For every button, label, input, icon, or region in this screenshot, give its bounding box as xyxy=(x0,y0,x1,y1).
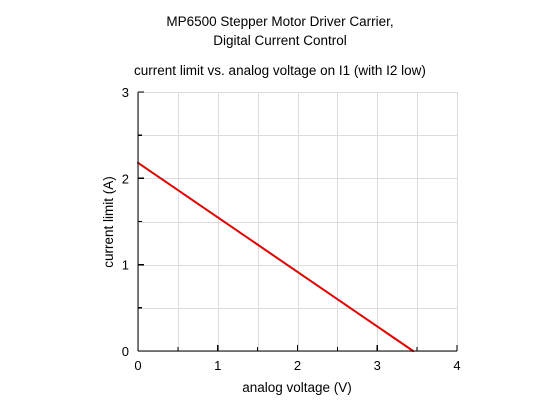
chart-title: MP6500 Stepper Motor Driver Carrier, xyxy=(166,14,393,29)
y-tick-label: 0 xyxy=(122,344,129,359)
chart-subtitle: current limit vs. analog voltage on I1 (… xyxy=(134,63,426,78)
x-tick-label: 4 xyxy=(453,358,460,373)
series-group xyxy=(137,161,415,352)
y-tick-label: 3 xyxy=(122,85,129,100)
chart-title-line2: Digital Current Control xyxy=(213,33,347,48)
x-tick-label: 0 xyxy=(134,358,141,373)
axes xyxy=(137,92,457,352)
y-axis-label: current limit (A) xyxy=(101,176,116,268)
tick-labels: 0 1 2 3 4 0 1 2 3 xyxy=(122,85,461,373)
x-tick-label: 1 xyxy=(214,358,221,373)
ticks xyxy=(137,91,458,352)
x-tick-label: 3 xyxy=(374,358,381,373)
x-tick-label: 2 xyxy=(294,358,301,373)
y-tick-label: 2 xyxy=(122,171,129,186)
x-axis-label: analog voltage (V) xyxy=(242,380,352,395)
y-tick-label: 1 xyxy=(122,258,129,273)
grid xyxy=(138,92,458,352)
series-line xyxy=(137,161,415,352)
